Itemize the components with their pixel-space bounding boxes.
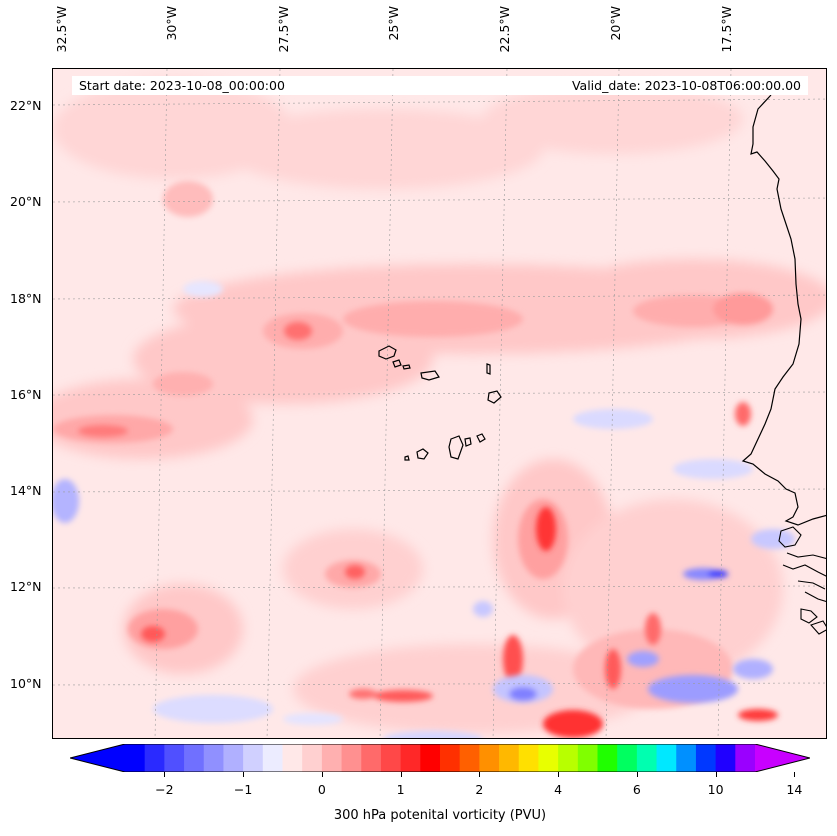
colorbar — [69, 743, 811, 773]
colorbar-segment — [321, 744, 343, 772]
colorbar-segment — [636, 744, 658, 772]
colorbar-tick-label: 1 — [396, 782, 405, 797]
colorbar-over-triangle — [755, 744, 810, 772]
colorbar-segment — [479, 744, 500, 772]
colorbar-segment — [341, 744, 362, 772]
lon-label-22-5w: 22.5°W — [497, 6, 512, 53]
lat-label-12n: 12°N — [10, 579, 42, 594]
colorbar-segment — [361, 744, 382, 772]
colorbar-segment — [676, 744, 697, 772]
lon-label-25w: 25°W — [386, 6, 401, 41]
colorbar-tick-label: 4 — [554, 782, 563, 797]
lon-label-17-5w: 17.5°W — [719, 6, 734, 53]
colorbar-segment — [144, 744, 165, 772]
colorbar-segment — [597, 744, 618, 772]
colorbar-tick-mark — [636, 772, 638, 777]
date-info-bar: Start date: 2023-10-08_00:00:00 Valid_da… — [72, 76, 808, 95]
lat-label-22n: 22°N — [10, 98, 42, 113]
colorbar-tick-mark — [794, 772, 796, 777]
graticule — [53, 69, 826, 738]
colorbar-segment — [518, 744, 540, 772]
lat-label-10n: 10°N — [10, 676, 42, 691]
colorbar-tick-label: 14 — [786, 782, 803, 797]
colorbar-svg — [69, 743, 811, 773]
pv-strong-cores — [78, 322, 778, 738]
colorbar-tick-mark — [715, 772, 717, 777]
colorbar-tick-mark — [321, 772, 323, 777]
colorbar-tick-label: −1 — [233, 782, 253, 797]
colorbar-tick-mark — [164, 772, 166, 777]
colorbar-segment — [203, 744, 225, 772]
colorbar-segment — [302, 744, 323, 772]
colorbar-segment — [380, 744, 402, 772]
colorbar-segment — [735, 744, 756, 772]
valid-date-label: Valid_date: 2023-10-08T06:00:00.00 — [571, 78, 801, 93]
lat-label-18n: 18°N — [10, 291, 42, 306]
colorbar-segment — [282, 744, 303, 772]
colorbar-under-triangle — [70, 744, 125, 772]
colorbar-segment — [164, 744, 185, 772]
colorbar-tick-label: −2 — [155, 782, 174, 797]
colorbar-segment — [420, 744, 441, 772]
colorbar-segment — [440, 744, 461, 772]
colorbar-tick-label: 6 — [632, 782, 641, 797]
colorbar-segment — [656, 744, 677, 772]
colorbar-segment — [617, 744, 638, 772]
colorbar-label: 300 hPa potenital vorticity (PVU) — [333, 808, 547, 823]
colorbar-segment — [125, 744, 146, 772]
colorbar-segment — [695, 744, 717, 772]
colorbar-segment — [577, 744, 599, 772]
colorbar-segment — [558, 744, 579, 772]
colorbar-segment — [243, 744, 264, 772]
lat-label-20n: 20°N — [10, 194, 42, 209]
lon-label-32-5w: 32.5°W — [54, 6, 69, 53]
colorbar-tick-label: 10 — [707, 782, 724, 797]
colorbar-tick-mark — [400, 772, 402, 777]
colorbar-segment — [400, 744, 421, 772]
colorbar-tick-label: 2 — [475, 782, 484, 797]
colorbar-tick-mark — [243, 772, 245, 777]
colorbar-segment — [538, 744, 559, 772]
start-date-label: Start date: 2023-10-08_00:00:00 — [79, 78, 285, 93]
colorbar-segment — [262, 744, 284, 772]
lon-label-27-5w: 27.5°W — [276, 6, 291, 53]
lat-label-16n: 16°N — [10, 387, 42, 402]
lat-label-14n: 14°N — [10, 483, 42, 498]
colorbar-tick-mark — [479, 772, 481, 777]
west-africa-coastline — [741, 94, 826, 526]
pv-field-map — [53, 69, 826, 738]
colorbar-segment — [184, 744, 205, 772]
lon-label-20w: 20°W — [608, 6, 623, 41]
colorbar-tick-mark — [558, 772, 560, 777]
colorbar-segment — [223, 744, 244, 772]
pv-negative-regions — [53, 281, 795, 738]
coastline-inlets — [778, 526, 826, 635]
colorbar-segment — [459, 744, 480, 772]
cabo-verde-islands — [378, 345, 502, 461]
colorbar-tick-label: 0 — [317, 782, 326, 797]
map-panel — [52, 68, 827, 739]
colorbar-segment — [499, 744, 520, 772]
colorbar-segment — [715, 744, 736, 772]
lon-label-30w: 30°W — [164, 6, 179, 41]
